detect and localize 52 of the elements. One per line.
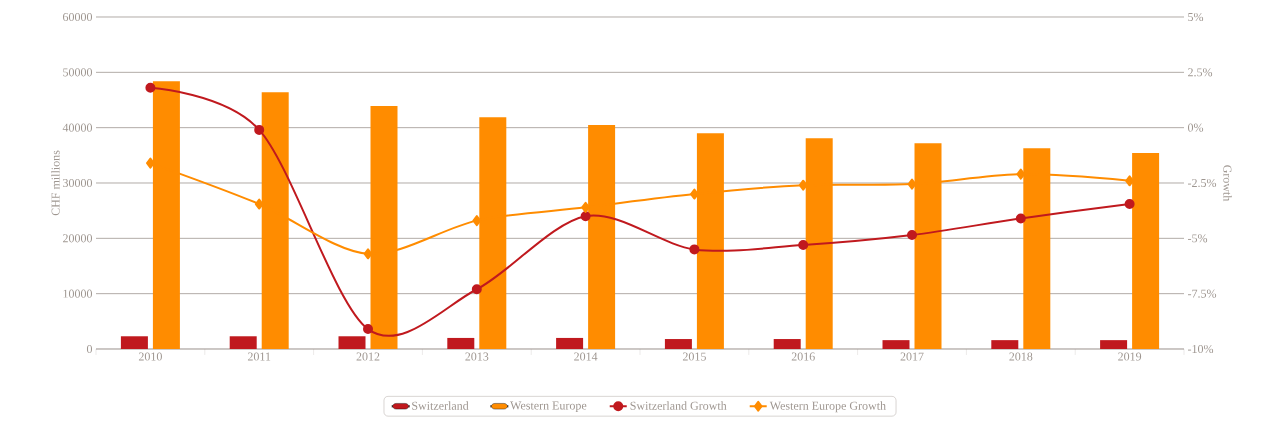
- bar: [556, 337, 584, 349]
- bar: [991, 340, 1019, 349]
- point: [1124, 199, 1135, 210]
- x-tick-label: 2010: [138, 352, 162, 361]
- y-tick-label: 40000: [62, 123, 93, 132]
- x-tick-label: 2019: [1118, 352, 1142, 361]
- y-tick-label: 50000: [63, 68, 93, 77]
- y2-axis-title: Growth: [1223, 165, 1232, 202]
- x-tick-label: 2012: [356, 352, 380, 361]
- y-axis-title: CHF millions: [51, 150, 60, 216]
- bar: [773, 339, 801, 349]
- point: [798, 239, 809, 250]
- y2-tick-label: 5%: [1188, 12, 1204, 22]
- y2-tick-label: -10%: [1187, 344, 1214, 354]
- x-tick-label: 2016: [791, 352, 815, 361]
- point: [1125, 175, 1134, 187]
- bar: [120, 336, 148, 349]
- y-tick-label: 10000: [63, 289, 93, 298]
- y2-tick-label: 0%: [1187, 123, 1204, 132]
- legend-label: Switzerland: [412, 401, 469, 410]
- y-tick-label: 60000: [63, 12, 93, 22]
- point: [581, 201, 590, 213]
- point: [363, 324, 373, 335]
- x-tick-label: 2013: [465, 352, 489, 361]
- bar: [229, 336, 257, 349]
- point: [254, 124, 265, 135]
- bar: [1100, 340, 1128, 349]
- point: [580, 211, 591, 222]
- y2-tick-label: -2.5%: [1187, 178, 1217, 188]
- bar: [338, 336, 366, 349]
- x-tick-label: 2011: [247, 352, 271, 361]
- point: [1015, 213, 1026, 224]
- legend-label: Switzerland Growth: [630, 401, 727, 410]
- point: [907, 230, 917, 241]
- y2-tick-label: 2.5%: [1188, 68, 1213, 77]
- y2-tick-label: -5%: [1187, 234, 1208, 243]
- y-tick-label: 20000: [63, 234, 93, 243]
- point: [689, 244, 700, 255]
- point: [145, 82, 156, 93]
- bar: [882, 340, 910, 349]
- y-tick-label: 30000: [63, 178, 93, 188]
- y-tick-label: 0: [86, 344, 93, 354]
- x-tick-label: 2014: [574, 352, 598, 361]
- x-tick-label: 2017: [900, 352, 924, 361]
- point: [471, 284, 482, 295]
- x-tick-label: 2018: [1009, 352, 1033, 361]
- bar: [664, 339, 692, 349]
- legend-label: Western Europe: [510, 401, 587, 412]
- x-tick-label: 2015: [682, 352, 706, 361]
- legend-label: Western Europe Growth: [769, 401, 886, 413]
- y2-tick-label: -7.5%: [1187, 289, 1217, 298]
- bar: [447, 337, 475, 349]
